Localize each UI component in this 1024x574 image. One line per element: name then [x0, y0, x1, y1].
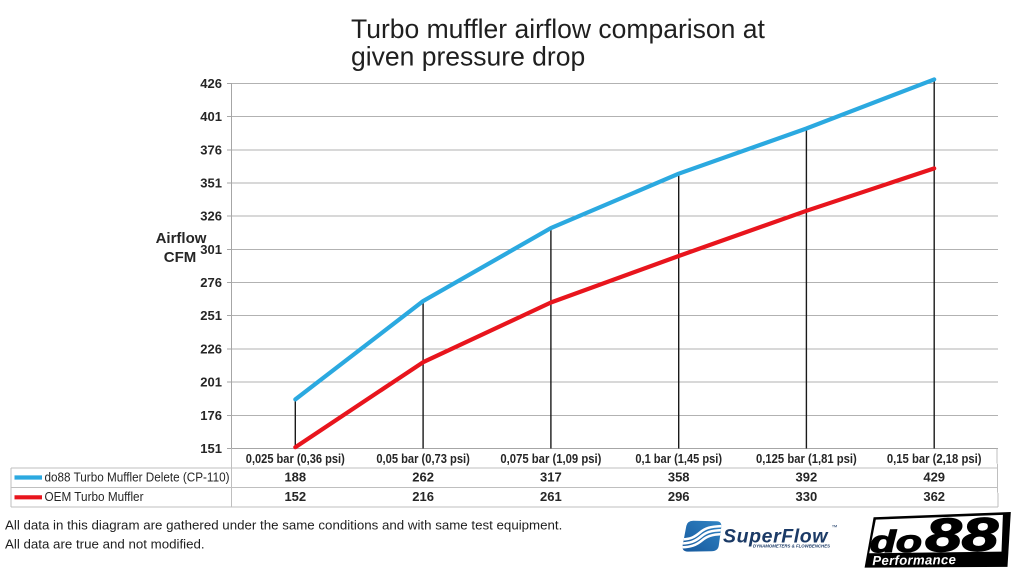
svg-text:261: 261	[540, 489, 562, 504]
svg-text:do88 Turbo Muffler Delete (CP-: do88 Turbo Muffler Delete (CP-110)	[45, 469, 230, 484]
svg-text:OEM Turbo Muffler: OEM Turbo Muffler	[45, 489, 145, 504]
svg-text:429: 429	[923, 469, 945, 484]
svg-text:0,05 bar (0,73 psi): 0,05 bar (0,73 psi)	[376, 451, 470, 466]
svg-text:given pressure drop: given pressure drop	[351, 41, 585, 71]
svg-text:152: 152	[284, 489, 306, 504]
svg-text:All data in this diagram are g: All data in this diagram are gathered un…	[5, 518, 562, 533]
svg-text:0,075 bar (1,09 psi): 0,075 bar (1,09 psi)	[500, 451, 601, 466]
svg-text:0,15 bar (2,18 psi): 0,15 bar (2,18 psi)	[887, 451, 982, 466]
svg-text:317: 317	[540, 469, 562, 484]
svg-text:Turbo muffler airflow comparis: Turbo muffler airflow comparison at	[351, 14, 765, 44]
svg-text:401: 401	[200, 109, 222, 124]
svg-text:DYNAMOMETERS & FLOWBENCHES: DYNAMOMETERS & FLOWBENCHES	[753, 543, 831, 548]
svg-text:0,025 bar (0,36 psi): 0,025 bar (0,36 psi)	[246, 451, 345, 466]
svg-text:SuperFlow: SuperFlow	[723, 526, 829, 548]
svg-text:296: 296	[668, 489, 690, 504]
svg-text:CFM: CFM	[164, 249, 197, 266]
svg-text:Performance: Performance	[872, 552, 956, 568]
svg-text:362: 362	[923, 489, 945, 504]
svg-text:216: 216	[412, 489, 434, 504]
svg-text:351: 351	[200, 176, 222, 191]
svg-text:201: 201	[200, 375, 222, 390]
svg-text:276: 276	[200, 275, 222, 290]
svg-text:188: 188	[284, 469, 306, 484]
svg-text:™: ™	[832, 524, 838, 531]
svg-text:88: 88	[925, 508, 999, 562]
svg-text:251: 251	[200, 308, 222, 323]
svg-text:376: 376	[200, 143, 222, 158]
svg-text:326: 326	[200, 209, 222, 224]
svg-text:301: 301	[200, 242, 222, 257]
svg-text:176: 176	[200, 408, 222, 423]
svg-text:226: 226	[200, 342, 222, 357]
svg-text:151: 151	[200, 441, 222, 456]
svg-text:do: do	[870, 524, 923, 559]
svg-text:0,1 bar (1,45 psi): 0,1 bar (1,45 psi)	[635, 451, 722, 466]
svg-text:358: 358	[668, 469, 690, 484]
svg-text:Airflow: Airflow	[156, 230, 207, 247]
svg-text:262: 262	[412, 469, 434, 484]
svg-text:392: 392	[796, 469, 818, 484]
svg-text:330: 330	[796, 489, 818, 504]
svg-text:All data are true and not modi: All data are true and not modified.	[5, 537, 205, 552]
svg-text:426: 426	[200, 76, 222, 91]
svg-text:0,125 bar (1,81 psi): 0,125 bar (1,81 psi)	[756, 451, 857, 466]
